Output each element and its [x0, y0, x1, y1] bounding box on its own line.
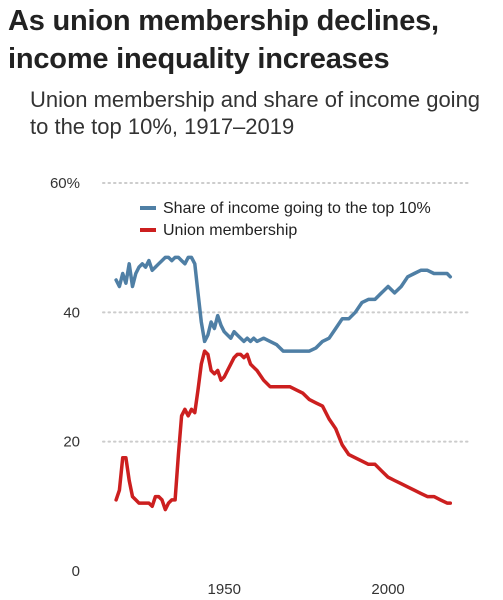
y-axis-ticks: 0 20 40 60% — [50, 175, 80, 580]
legend: Share of income going to the top 10% Unio… — [140, 200, 431, 239]
x-tick-label: 1950 — [208, 581, 241, 598]
legend-label-union: Union membership — [163, 222, 297, 239]
x-tick-label: 2000 — [371, 581, 404, 598]
y-tick-label: 0 — [72, 563, 80, 580]
chart-title: As union membership declines, income ine… — [8, 5, 439, 75]
y-tick-label: 40 — [63, 304, 80, 321]
series-lines — [114, 255, 453, 512]
y-tick-label: 60% — [50, 175, 80, 192]
x-axis-ticks: 1950 2000 — [208, 581, 405, 598]
series-line-union — [114, 349, 453, 512]
gridlines — [102, 182, 471, 443]
chart-subtitle: Union membership and share of income goi… — [30, 87, 481, 139]
series-line-top10 — [114, 255, 453, 353]
y-tick-label: 20 — [63, 434, 80, 451]
legend-label-top10: Share of income going to the top 10% — [163, 200, 431, 217]
